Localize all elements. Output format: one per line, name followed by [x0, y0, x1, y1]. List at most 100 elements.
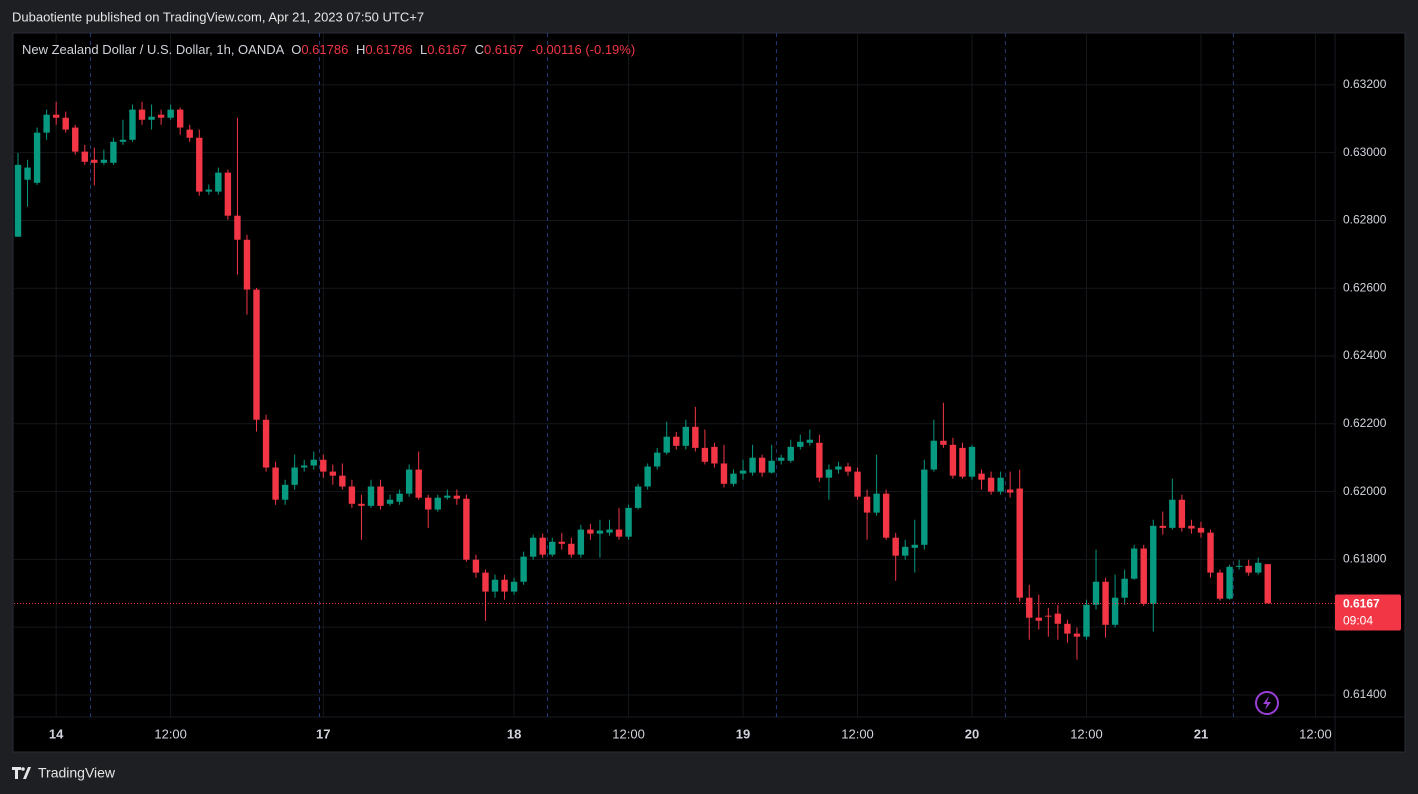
x-tick-label: 21 — [1194, 726, 1208, 741]
high-value: 0.61786 — [365, 42, 412, 57]
candle-body — [62, 117, 69, 130]
candle-body — [129, 109, 136, 140]
candle-body — [224, 172, 232, 216]
candle-body — [692, 426, 699, 448]
candle-body — [491, 579, 499, 592]
candle-body — [663, 436, 670, 453]
candle-body — [176, 109, 184, 128]
candle-body — [587, 529, 594, 534]
candle-body — [997, 477, 1004, 492]
candle-body — [863, 496, 871, 513]
candle-body — [825, 469, 833, 478]
candle-body — [902, 546, 909, 556]
candle-body — [653, 452, 661, 467]
candle-body — [396, 493, 403, 502]
candle-body — [501, 579, 508, 592]
replay-icon[interactable] — [1255, 691, 1279, 715]
candle-body — [568, 543, 575, 555]
candle-body — [377, 486, 384, 506]
icon-ring — [1255, 691, 1279, 715]
candle-body — [1169, 499, 1176, 528]
y-tick-label: 0.62200 — [1343, 416, 1387, 430]
icon-bolt — [1263, 696, 1271, 710]
x-tick-label: 17 — [316, 726, 330, 741]
chart-frame — [12, 32, 1406, 753]
candle-body — [1264, 564, 1271, 604]
y-tick-label: 0.62400 — [1343, 348, 1387, 362]
candle-body — [196, 137, 203, 192]
candle-body — [625, 507, 632, 537]
candle-body — [52, 114, 60, 118]
logo-dot — [21, 767, 25, 771]
x-tick-label: 20 — [965, 726, 979, 741]
candle-body — [386, 499, 394, 504]
candle-body — [243, 239, 251, 290]
candle-body — [320, 459, 327, 472]
candle-body — [119, 139, 127, 142]
candle-body — [348, 486, 356, 504]
candle-body — [615, 529, 623, 537]
candle-body — [606, 529, 613, 533]
candle-body — [1207, 532, 1214, 573]
candle-body — [138, 109, 146, 120]
candle-body — [539, 537, 546, 555]
candle-body — [472, 559, 480, 573]
candle-body — [787, 446, 794, 461]
candle-body — [1226, 566, 1233, 599]
candle-body — [310, 459, 317, 466]
candle-body — [844, 466, 852, 472]
open-value: 0.61786 — [301, 42, 348, 57]
candle-body — [167, 109, 174, 118]
candle-body — [882, 493, 890, 538]
candle-body — [33, 132, 41, 183]
x-tick-label: 12:00 — [154, 726, 187, 741]
candle-body — [577, 529, 585, 555]
candle-body — [701, 447, 709, 462]
y-tick-label: 0.63000 — [1343, 145, 1387, 159]
candle-body — [1045, 615, 1052, 617]
candle-body — [1216, 572, 1224, 599]
candle-body — [644, 466, 651, 487]
candle-body — [797, 441, 804, 447]
candle-body — [110, 141, 117, 163]
candle-body — [634, 486, 642, 508]
change: -0.00116 (-0.19%) — [531, 42, 635, 57]
candle-body — [968, 446, 976, 477]
candle-body — [682, 426, 690, 446]
candle-body — [768, 460, 775, 473]
candle-body — [100, 159, 108, 163]
candle-body — [482, 572, 489, 592]
candle-body — [148, 116, 155, 120]
y-tick-label: 0.62000 — [1343, 484, 1387, 498]
low-label: L — [420, 42, 427, 57]
brand: TradingView — [38, 765, 116, 781]
candle-body — [453, 495, 461, 499]
candle-body — [949, 444, 957, 476]
candle-body — [1159, 525, 1167, 528]
candle-body — [157, 114, 165, 118]
candle-body — [720, 463, 728, 484]
candle-body — [272, 467, 279, 500]
candle-body — [81, 151, 88, 162]
candle-body — [262, 419, 270, 468]
close-label: C — [475, 42, 484, 57]
candle-body — [1073, 633, 1081, 637]
candle-body — [940, 440, 947, 445]
candle-body — [91, 159, 98, 163]
candle-body — [463, 498, 470, 560]
candle-body — [215, 172, 222, 192]
candle-body — [510, 581, 518, 592]
candle-body — [1035, 617, 1042, 621]
candle-body — [405, 469, 413, 494]
y-tick-label: 0.62600 — [1343, 280, 1387, 294]
candle-body — [1102, 581, 1109, 625]
candle-body — [911, 544, 918, 548]
candle-body — [711, 446, 718, 464]
candle-body — [434, 497, 441, 510]
candle-body — [978, 473, 985, 480]
logo[interactable]: TradingView — [12, 765, 116, 781]
candle-body — [730, 473, 737, 484]
x-tick-label: 18 — [507, 726, 521, 741]
